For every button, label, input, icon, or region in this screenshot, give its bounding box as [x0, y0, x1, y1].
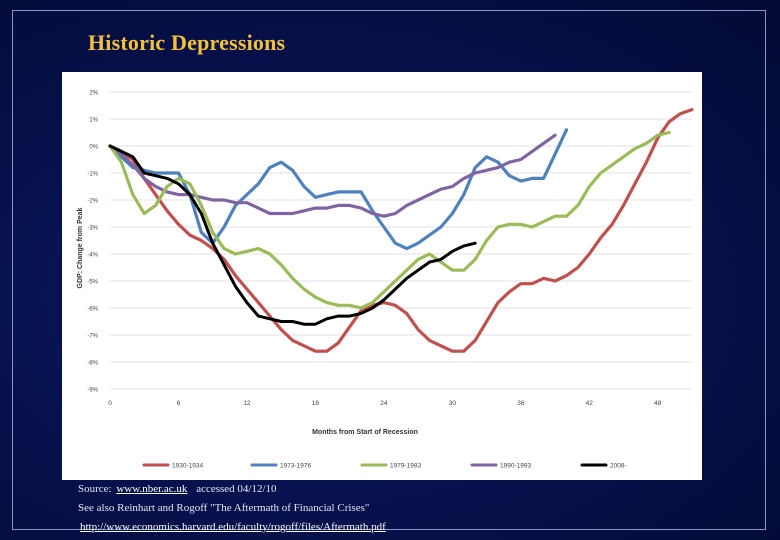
- y-tick-label: -5%: [87, 280, 98, 286]
- source-suffix: accessed 04/12/10: [196, 483, 277, 495]
- legend-label: 1930-1934: [172, 463, 203, 470]
- paper-link[interactable]: http://www.economics.harvard.edu/faculty…: [80, 521, 386, 533]
- gdp-line-chart: 2% 1% 0% -1% -2% -3% -4% -5% -6% -7% -8% -9% 0 6 12 18…: [77, 91, 694, 470]
- legend-label: 1979-1983: [390, 463, 421, 470]
- source-line: Source: www.nber.ac.uk accessed 04/12/10: [78, 480, 384, 499]
- chart-legend: 1930-1934 1973-1976 1979-1983 1990-1993 2008…: [142, 463, 627, 470]
- series-line-19301934: [108, 108, 694, 353]
- y-tick-label: -6%: [87, 307, 98, 313]
- x-tick-label: 6: [177, 400, 181, 407]
- chart-gridlines: [110, 91, 692, 390]
- y-tick-label: -7%: [87, 334, 98, 340]
- y-tick-label: -3%: [87, 226, 98, 232]
- series-line-19731976: [108, 128, 569, 251]
- y-tick-label: -1%: [87, 172, 98, 178]
- x-tick-label: 42: [586, 400, 594, 407]
- y-tick-label: -9%: [87, 388, 98, 394]
- chart-series-lines: [108, 108, 694, 353]
- x-tick-label: 0: [108, 400, 112, 407]
- x-tick-label: 12: [243, 400, 251, 407]
- x-tick-label: 24: [380, 400, 388, 407]
- source-prefix: Source:: [78, 483, 112, 495]
- legend-label: 1973-1976: [280, 463, 311, 470]
- legend-label: 1990-1993: [500, 463, 531, 470]
- see-also-line: See also Reinhart and Rogoff "The Afterm…: [78, 502, 370, 514]
- y-tick-label: -8%: [87, 361, 98, 367]
- legend-label: 2008-: [610, 463, 627, 470]
- x-tick-label: 18: [312, 400, 320, 407]
- series-line-19901993: [108, 133, 557, 218]
- slide-frame: [12, 10, 766, 530]
- x-tick-label: 30: [449, 400, 457, 407]
- x-axis-label: Months from Start of Recession: [312, 429, 418, 436]
- series-line-19791983: [108, 130, 671, 310]
- slide-title: Historic Depressions: [88, 30, 286, 55]
- y-tick-label: -2%: [87, 199, 98, 205]
- x-tick-label: 36: [517, 400, 525, 407]
- y-tick-label: 2%: [89, 91, 98, 97]
- x-axis-ticks: 0 6 12 18 24 30 36 42 48: [108, 400, 662, 407]
- y-tick-label: 1%: [89, 118, 98, 124]
- y-axis-label: GDP: Change from Peak: [77, 207, 84, 288]
- y-tick-label: -4%: [87, 253, 98, 259]
- source-notes: Source: www.nber.ac.uk accessed 04/12/10…: [78, 480, 386, 537]
- source-link[interactable]: www.nber.ac.uk: [116, 483, 188, 495]
- chart-container: 2% 1% 0% -1% -2% -3% -4% -5% -6% -7% -8% -9% 0 6 12 18…: [62, 72, 702, 480]
- x-tick-label: 48: [654, 400, 662, 407]
- y-tick-label: 0%: [89, 145, 98, 151]
- y-axis-ticks: 2% 1% 0% -1% -2% -3% -4% -5% -6% -7% -8% -9%: [87, 91, 98, 394]
- paper-link-line: http://www.economics.harvard.edu/faculty…: [80, 518, 386, 537]
- series-line-2008: [108, 144, 477, 326]
